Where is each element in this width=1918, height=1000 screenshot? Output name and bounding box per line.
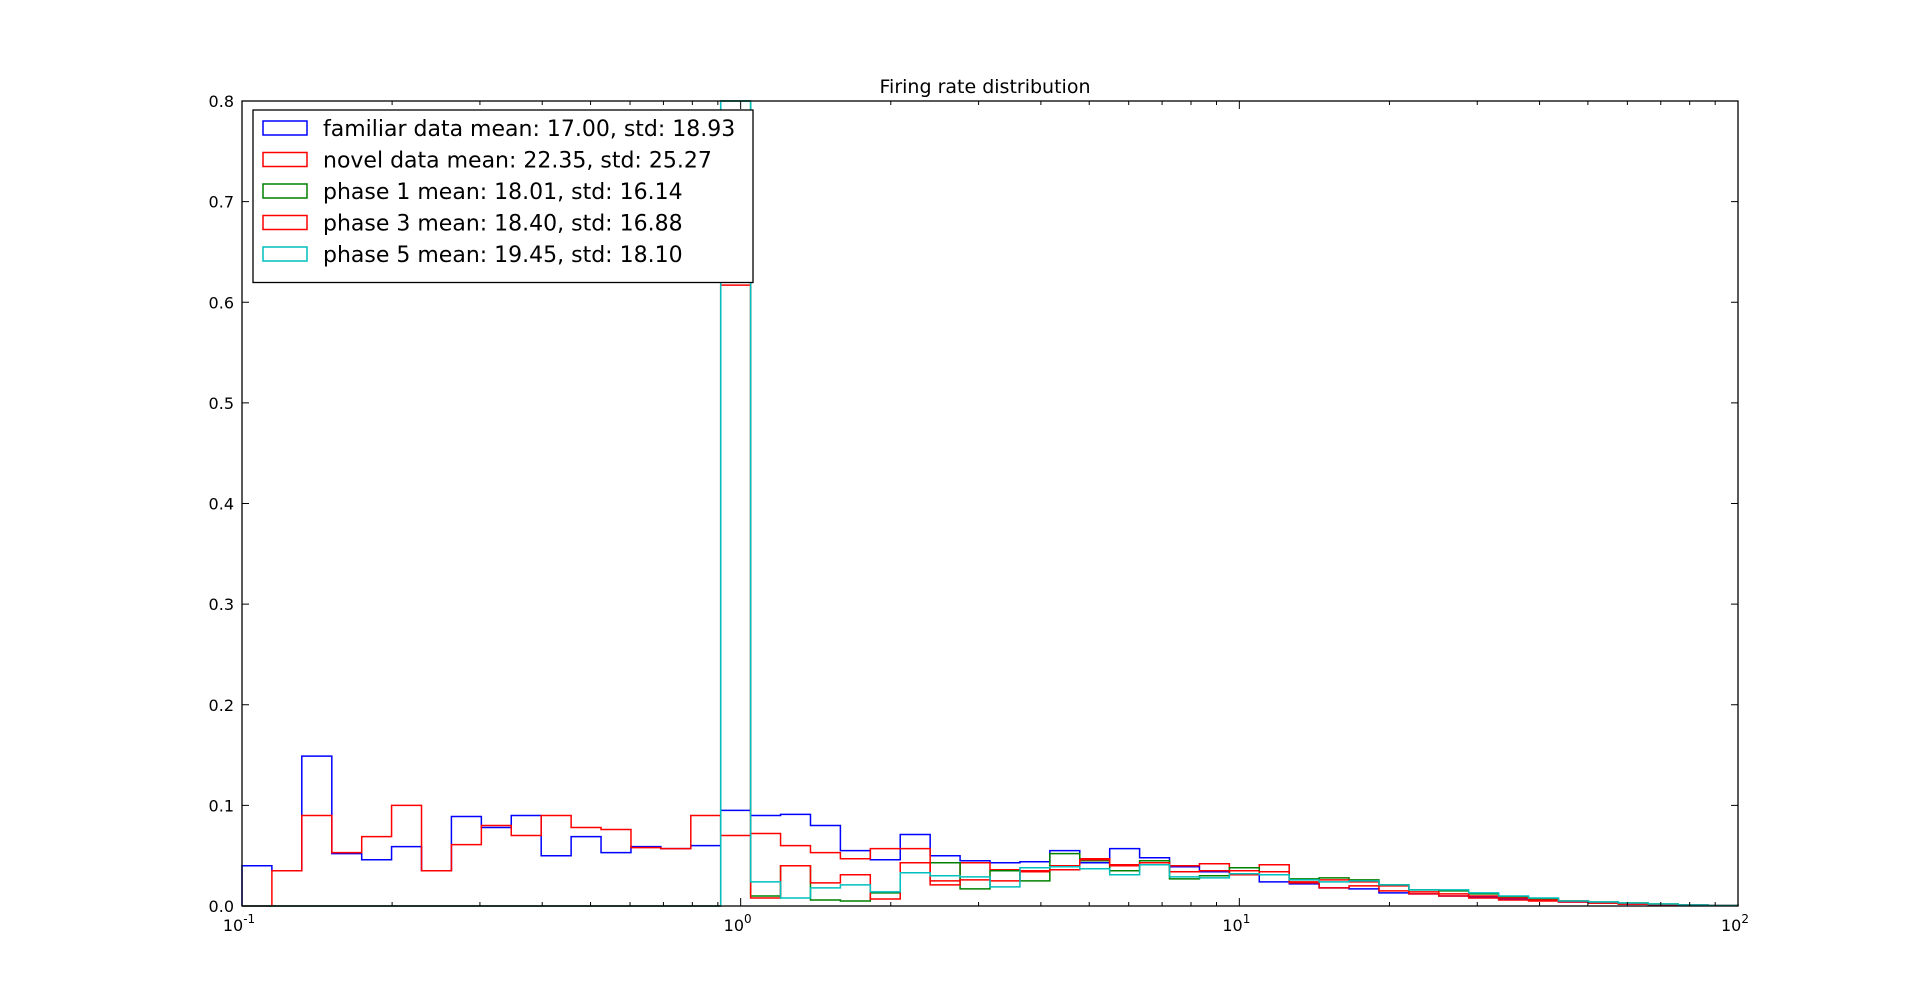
y-tick-label: 0.5 [209, 394, 234, 413]
legend-swatch [262, 183, 308, 199]
x-tick-base: 10 [1721, 916, 1741, 935]
x-tick-exponent: 0 [744, 912, 752, 926]
legend-label: phase 1 mean: 18.01, std: 16.14 [323, 180, 683, 205]
x-tick-label: 102 [1721, 912, 1749, 935]
legend: familiar data mean: 17.00, std: 18.93 nov… [252, 109, 754, 284]
x-tick-exponent: 1 [1243, 912, 1251, 926]
y-tick-label: 0.1 [209, 796, 234, 815]
y-tick-label: 0.3 [209, 595, 234, 614]
x-tick-exponent: 2 [1741, 912, 1749, 926]
x-tick-label: 101 [1222, 912, 1250, 935]
legend-label: novel data mean: 22.35, std: 25.27 [323, 149, 712, 174]
x-tick-exponent: -1 [243, 912, 255, 926]
legend-label: phase 3 mean: 18.40, std: 16.88 [323, 212, 683, 237]
x-tick-base: 10 [223, 916, 243, 935]
x-tick-base: 10 [724, 916, 744, 935]
legend-swatch [262, 214, 308, 231]
y-tick-label: 0.7 [209, 193, 234, 212]
legend-swatch [262, 120, 308, 136]
chart-title: Firing rate distribution [880, 76, 1091, 98]
legend-label: familiar data mean: 17.00, std: 18.93 [323, 117, 735, 142]
y-tick-label: 0.6 [209, 293, 234, 312]
x-tick-label: 10-1 [223, 912, 255, 935]
legend-box [252, 109, 754, 284]
x-tick-base: 10 [1222, 916, 1242, 935]
legend-swatch [262, 246, 308, 262]
tick-layer: 0.00.10.20.30.40.50.60.70.810-1 100 101 102 [209, 92, 1749, 935]
series-2-outline [242, 804, 1739, 907]
y-tick-label: 0.0 [209, 897, 234, 916]
x-tick-label: 100 [724, 912, 752, 935]
legend-label: phase 5 mean: 19.45, std: 18.10 [323, 243, 683, 268]
legend-swatch [262, 151, 308, 168]
y-tick-label: 0.2 [209, 696, 234, 715]
y-tick-label: 0.8 [209, 92, 234, 111]
y-tick-label: 0.4 [209, 495, 234, 514]
